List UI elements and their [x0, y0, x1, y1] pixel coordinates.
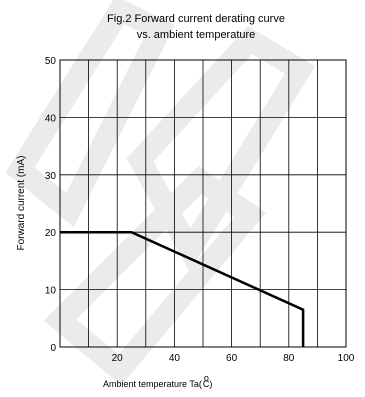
series-layer: [60, 230, 305, 347]
y-tick-label: 0: [50, 343, 56, 354]
x-axis-label-prefix: Ambient temperature Ta(: [103, 379, 202, 389]
plot-frame: [59, 59, 347, 348]
x-tick-labels: 20 40 60 80 100: [112, 353, 355, 364]
y-tick-label: 50: [45, 56, 57, 67]
y-tick-labels: 0 10 20 30 40 50: [45, 56, 57, 354]
chart-title-line1: Fig.2 Forward current derating curve: [107, 13, 285, 25]
x-tick-label: 20: [112, 353, 124, 364]
y-axis-label: Forward current (mA): [16, 155, 27, 250]
x-tick-label: 40: [169, 353, 181, 364]
x-tick-label: 60: [226, 353, 238, 364]
chart-title-line2: vs. ambient temperature: [137, 29, 256, 41]
y-tick-label: 30: [45, 171, 57, 182]
x-axis-label-unit: C): [203, 379, 213, 389]
x-tick-label: 100: [338, 353, 355, 364]
y-tick-label: 20: [45, 228, 57, 239]
x-axis-degree-symbol: o: [204, 373, 209, 383]
x-tick-label: 80: [283, 353, 295, 364]
grid: [60, 60, 346, 347]
x-axis-label: Ambient temperature Ta(o C): [103, 373, 212, 389]
y-tick-label: 40: [45, 113, 57, 124]
y-tick-label: 10: [45, 286, 57, 297]
series-line: [60, 230, 305, 347]
